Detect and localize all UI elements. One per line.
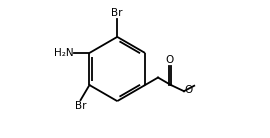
- Text: Br: Br: [112, 8, 123, 18]
- Text: H₂N: H₂N: [54, 48, 74, 58]
- Text: O: O: [184, 85, 193, 95]
- Text: O: O: [166, 55, 174, 65]
- Text: Br: Br: [75, 101, 86, 111]
